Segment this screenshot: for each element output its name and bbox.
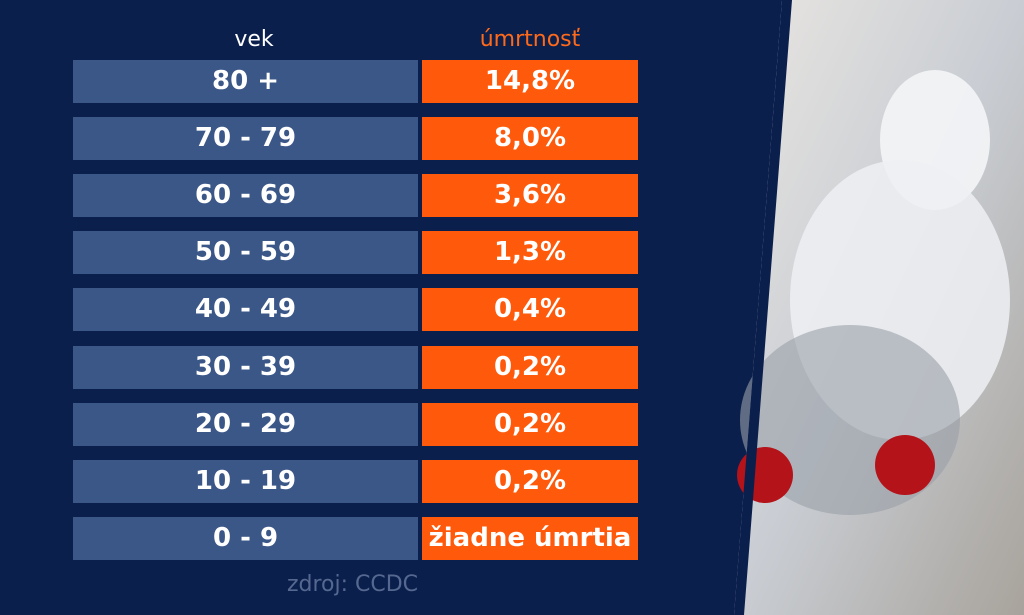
age-cell: 40 - 49 xyxy=(73,288,418,332)
mortality-cell: 3,6% xyxy=(422,174,638,218)
mortality-cell: 8,0% xyxy=(422,117,638,161)
age-cell: 60 - 69 xyxy=(73,174,418,218)
mortality-cell: 0,2% xyxy=(422,459,638,503)
age-cell: 0 - 9 xyxy=(73,516,418,560)
age-cell: 30 - 39 xyxy=(73,345,418,389)
age-cell: 20 - 29 xyxy=(73,402,418,446)
mortality-cell: 0,4% xyxy=(422,288,638,332)
mortality-cell: 1,3% xyxy=(422,231,638,275)
age-cell: 70 - 79 xyxy=(73,117,418,161)
column-header: vek xyxy=(234,27,274,52)
mortality-cell: 0,2% xyxy=(422,402,638,446)
mortality-cell: 0,2% xyxy=(422,345,638,389)
age-cell: 10 - 19 xyxy=(73,459,418,503)
source: zdroj: CCDC xyxy=(286,572,419,597)
age-cell: 80 + xyxy=(73,60,418,103)
mortality-cell: žiadne úmrtia xyxy=(422,516,638,560)
mortality-cell: 14,8% xyxy=(422,60,638,103)
age-cell: 50 - 59 xyxy=(73,231,418,275)
column-header: úmrtnosť xyxy=(479,27,581,52)
